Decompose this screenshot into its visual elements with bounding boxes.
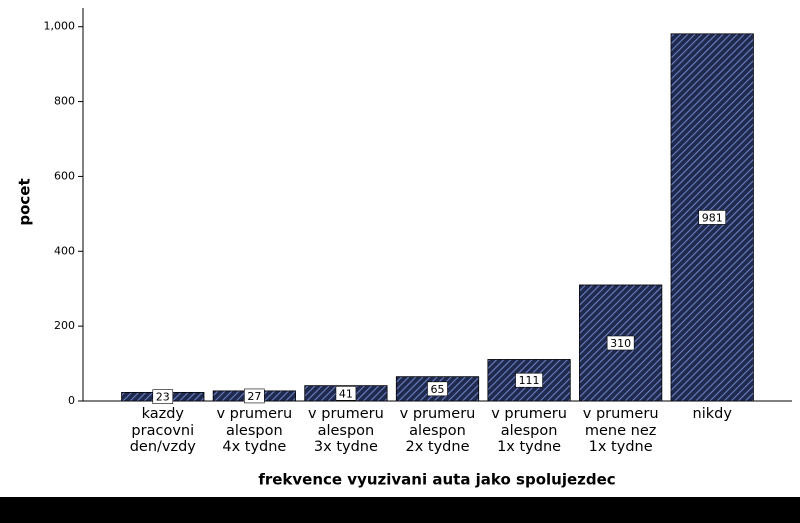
data-label: 27 <box>247 390 261 403</box>
x-axis-title: frekvence vyuzivani auta jako spolujezde… <box>258 471 615 489</box>
data-label: 111 <box>519 374 540 387</box>
x-tick-label: v prumeru mene nez 1x tydne <box>582 406 659 455</box>
x-tick-label: kazdy pracovni den/vzdy <box>129 406 196 455</box>
data-label-box <box>427 381 448 397</box>
y-tick-label: 800 <box>54 95 75 108</box>
y-axis-title: pocet <box>16 178 34 225</box>
data-label: 310 <box>610 337 631 350</box>
y-tick-label: 1,000 <box>44 20 76 33</box>
x-tick-label: v prumeru alespon 4x tydne <box>216 406 293 455</box>
y-tick-label: 400 <box>54 244 75 257</box>
data-label: 23 <box>156 391 170 404</box>
x-tick-label: v prumeru alespon 2x tydne <box>399 406 476 455</box>
data-label-box <box>515 372 543 388</box>
data-label-box <box>606 335 635 351</box>
y-tick-label: 200 <box>54 319 75 332</box>
data-label-box <box>698 210 727 225</box>
footer-bar <box>0 497 800 523</box>
data-label-box <box>335 386 357 401</box>
data-label: 981 <box>702 211 723 224</box>
x-tick-label: v prumeru alespon 3x tydne <box>308 406 384 455</box>
data-label-box <box>244 388 265 404</box>
data-label-box <box>152 389 174 404</box>
y-tick-label: 600 <box>54 169 75 182</box>
x-tick-label: v prumeru alespon 1x tydne <box>491 406 567 455</box>
y-tick-label: 0 <box>68 394 75 407</box>
data-label: 65 <box>431 383 445 396</box>
chart: frekvence vyuzivani auta jako spolujezde… <box>16 8 792 489</box>
data-label: 41 <box>339 387 353 400</box>
x-tick-label: nikdy <box>692 406 732 422</box>
